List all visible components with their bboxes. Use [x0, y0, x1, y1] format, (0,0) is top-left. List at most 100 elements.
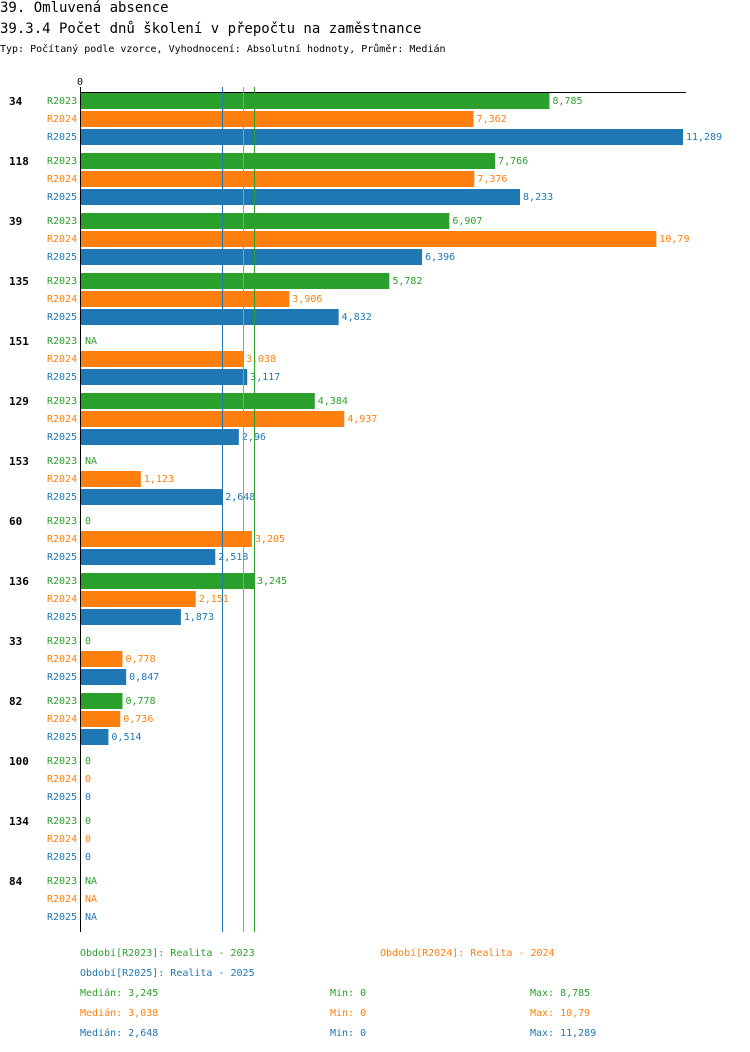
legend-r2023: Období[R2023]: Realita - 2023 — [80, 948, 255, 959]
bar-r2023 — [81, 573, 255, 589]
data-label: 7,766 — [498, 156, 528, 167]
data-label: 0,778 — [125, 654, 155, 665]
group-label: 60 — [9, 515, 22, 528]
bar-r2024 — [81, 171, 475, 187]
data-label: 11,289 — [686, 132, 722, 143]
bar-r2024 — [81, 111, 474, 127]
data-label: 4,832 — [342, 312, 372, 323]
series-label: R2024 — [47, 594, 77, 605]
data-label: 0 — [85, 756, 91, 767]
bar-r2023 — [81, 153, 496, 169]
bar-r2024 — [81, 411, 345, 427]
series-label: R2024 — [47, 834, 77, 845]
legend-r2024: Období[R2024]: Realita - 2024 — [380, 948, 555, 959]
data-label: 1,123 — [144, 474, 174, 485]
data-label: 6,907 — [452, 216, 482, 227]
data-label: 0 — [85, 774, 91, 785]
bar-r2025 — [81, 129, 683, 145]
series-label: R2025 — [47, 792, 77, 803]
series-label: R2025 — [47, 612, 77, 623]
data-label: 3,906 — [292, 294, 322, 305]
data-label: 4,384 — [318, 396, 348, 407]
data-label: 0 — [85, 516, 91, 527]
series-label: R2024 — [47, 174, 77, 185]
series-label: R2025 — [47, 132, 77, 143]
series-label: R2024 — [47, 534, 77, 545]
series-label: R2024 — [47, 474, 77, 485]
bar-r2023 — [81, 393, 315, 409]
bar-r2024 — [81, 291, 290, 307]
group-label: 153 — [9, 455, 29, 468]
bar-r2025 — [81, 309, 339, 325]
stat-max-r2025: Max: 11,289 — [530, 1028, 597, 1039]
bar-r2023 — [81, 273, 390, 289]
bar-r2025 — [81, 729, 109, 745]
data-label: 6,396 — [425, 252, 455, 263]
series-label: R2023 — [47, 876, 77, 887]
data-label: 0 — [85, 636, 91, 647]
data-label: 0 — [85, 852, 91, 863]
series-label: R2023 — [47, 336, 77, 347]
data-label: NA — [85, 336, 97, 347]
axis-zero-label: 0 — [77, 77, 83, 88]
data-label: 2,648 — [225, 492, 255, 503]
series-label: R2025 — [47, 732, 77, 743]
chart-subtitle: 39.3.4 Počet dnů školení v přepočtu na z… — [0, 21, 422, 37]
group-label: 39 — [9, 215, 22, 228]
page-title: 39. Omluvená absence — [0, 0, 169, 16]
series-label: R2023 — [47, 696, 77, 707]
data-label: 8,233 — [523, 192, 553, 203]
group-label: 136 — [9, 575, 29, 588]
bar-r2025 — [81, 609, 181, 625]
bar-r2023 — [81, 213, 450, 229]
bar-r2025 — [81, 489, 223, 505]
bar-r2024 — [81, 711, 121, 727]
data-label: NA — [85, 912, 97, 923]
group-label: 34 — [9, 95, 23, 108]
series-label: R2025 — [47, 492, 77, 503]
group-label: 84 — [9, 875, 23, 888]
series-label: R2023 — [47, 636, 77, 647]
series-label: R2024 — [47, 354, 77, 365]
bar-chart: 0 34 R2023 8,785 R2024 7,362 R2025 11,289 118 R20… — [9, 77, 722, 932]
data-label: 0 — [85, 816, 91, 827]
bar-r2023 — [81, 693, 123, 709]
series-label: R2023 — [47, 96, 77, 107]
series-label: R2024 — [47, 714, 77, 725]
data-label: 2,96 — [242, 432, 266, 443]
bar-r2025 — [81, 669, 127, 685]
group-label: 129 — [9, 395, 29, 408]
series-label: R2023 — [47, 816, 77, 827]
group-label: 134 — [9, 815, 29, 828]
group-label: 118 — [9, 155, 29, 168]
bar-r2024 — [81, 471, 141, 487]
data-label: 2,151 — [199, 594, 229, 605]
bar-r2024 — [81, 591, 196, 607]
bar-r2025 — [81, 429, 239, 445]
group-label: 100 — [9, 755, 29, 768]
group-label: 151 — [9, 335, 29, 348]
bar-r2024 — [81, 531, 252, 547]
data-label: NA — [85, 894, 97, 905]
series-label: R2025 — [47, 672, 77, 683]
stat-median-r2025: Medián: 2,648 — [80, 1028, 159, 1039]
bar-r2024 — [81, 651, 123, 667]
bar-r2024 — [81, 351, 244, 367]
bar-r2023 — [81, 93, 550, 109]
series-label: R2025 — [47, 192, 77, 203]
data-label: 2,518 — [218, 552, 248, 563]
data-label: 3,245 — [257, 576, 287, 587]
series-label: R2023 — [47, 576, 77, 587]
series-label: R2024 — [47, 654, 77, 665]
chart-type-line: Typ: Počítaný podle vzorce, Vyhodnocení:… — [0, 44, 446, 55]
series-label: R2023 — [47, 756, 77, 767]
series-label: R2025 — [47, 372, 77, 383]
stat-min-r2023: Min: 0 — [330, 988, 367, 999]
data-label: 0 — [85, 792, 91, 803]
data-label: 4,937 — [347, 414, 377, 425]
data-label: 0,847 — [129, 672, 159, 683]
stat-min-r2024: Min: 0 — [330, 1008, 367, 1019]
stat-min-r2025: Min: 0 — [330, 1028, 367, 1039]
data-label: 7,362 — [477, 114, 507, 125]
data-label: 0 — [85, 834, 91, 845]
